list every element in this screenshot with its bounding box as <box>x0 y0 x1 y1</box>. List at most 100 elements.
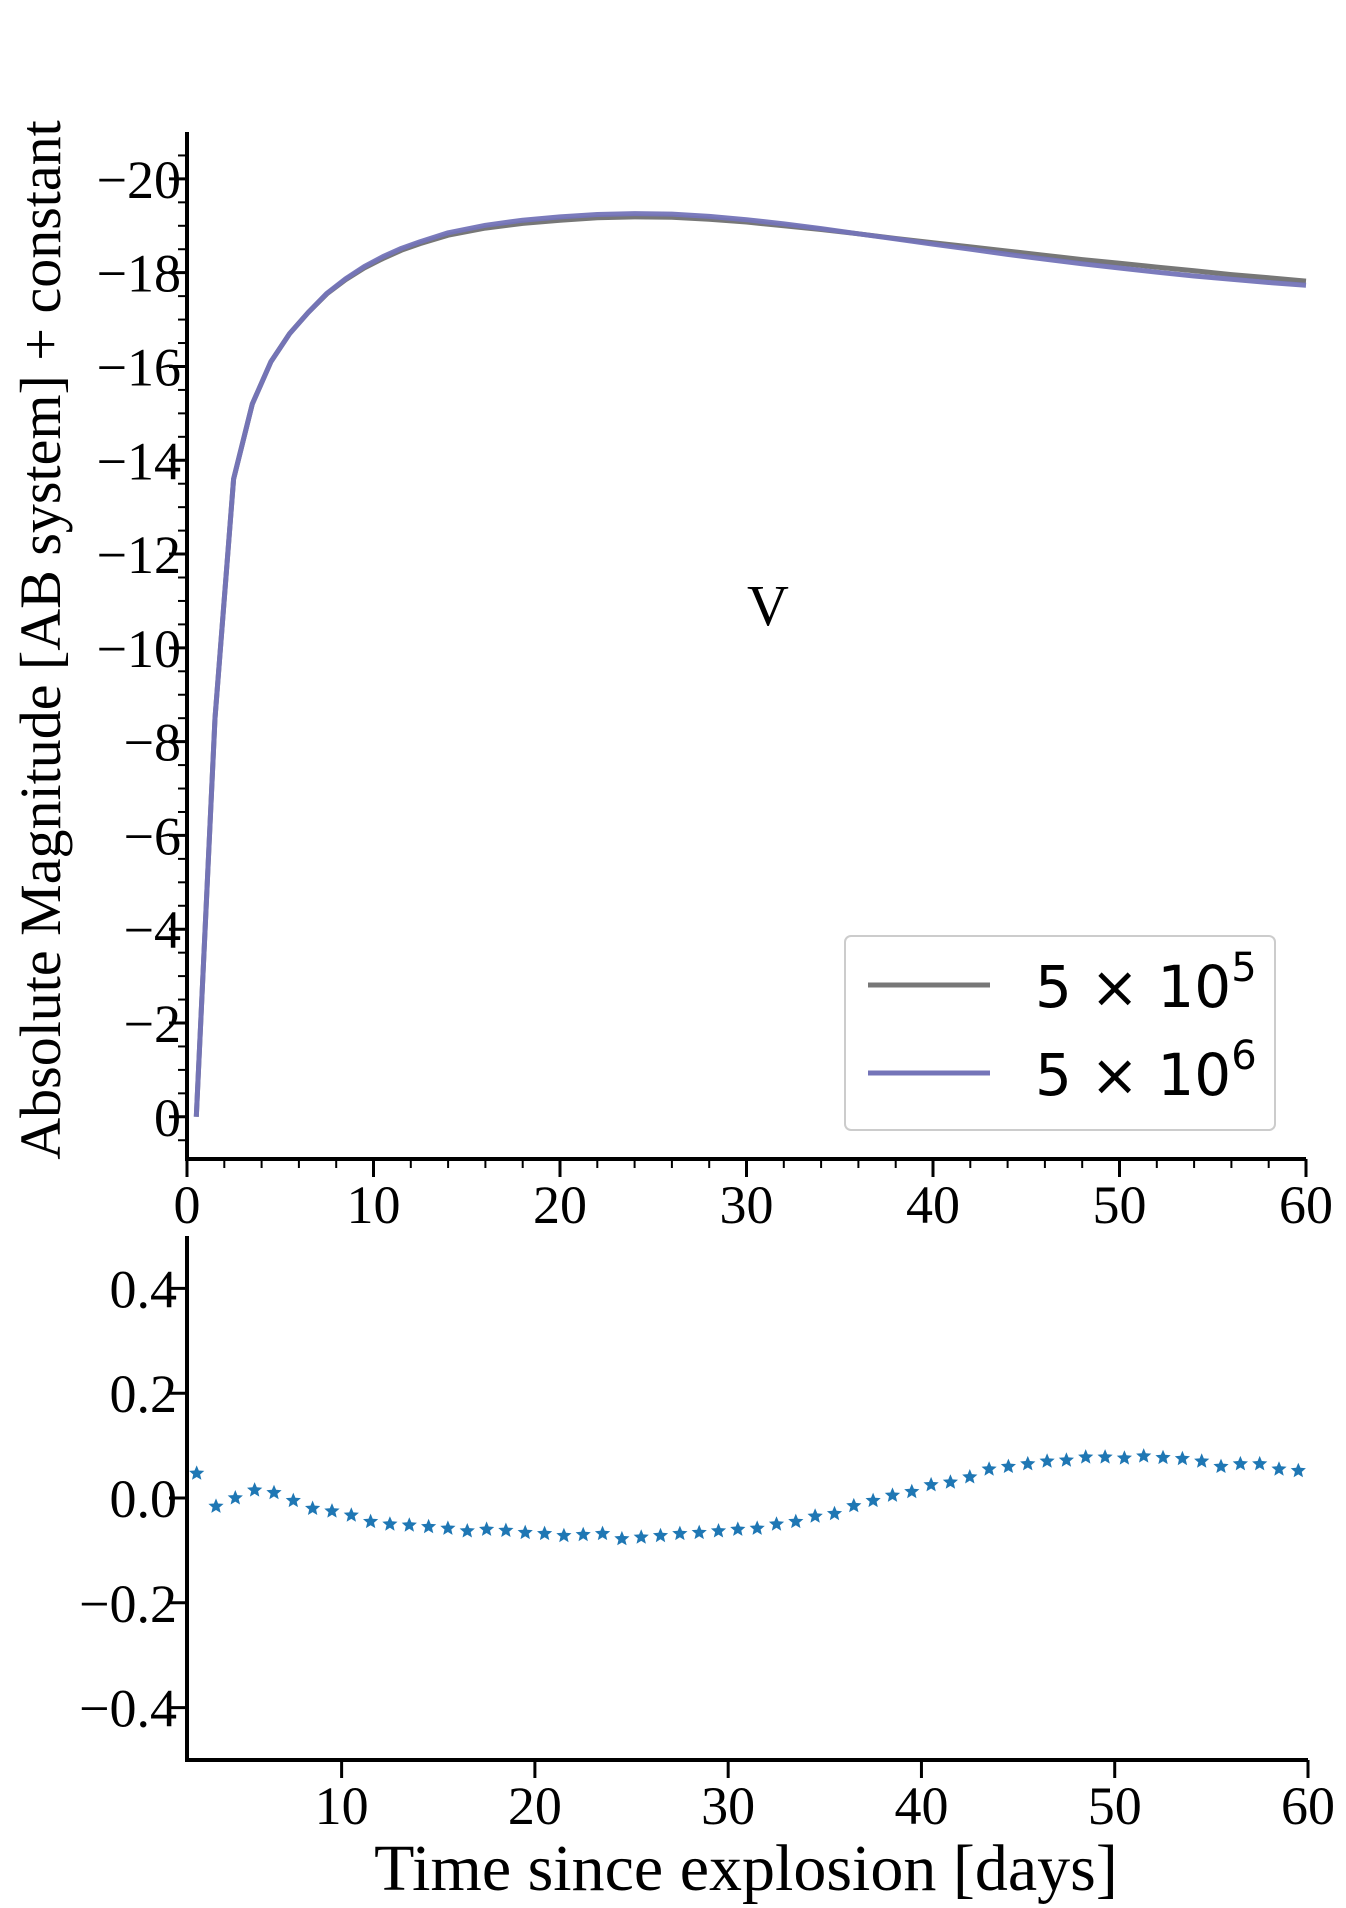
residual-point <box>826 1505 843 1521</box>
bottom-x-tick-label: 50 <box>1088 1776 1142 1836</box>
residual-point <box>652 1527 669 1543</box>
legend-entry-series-2-exp: 6 <box>1231 1033 1256 1079</box>
residual-point <box>1155 1449 1171 1465</box>
residual-point <box>846 1497 862 1513</box>
residual-point <box>479 1521 495 1536</box>
top-y-tick-label: −6 <box>124 806 181 866</box>
top-y-tick-label: 0 <box>154 1088 181 1148</box>
residual-point <box>1252 1455 1268 1471</box>
residual-point <box>517 1524 533 1540</box>
residual-point <box>594 1525 611 1541</box>
top-x-tick-label: 0 <box>174 1175 201 1235</box>
residual-point <box>363 1513 379 1529</box>
residual-point <box>498 1522 514 1537</box>
residual-point <box>884 1487 901 1502</box>
residual-point <box>672 1525 688 1541</box>
residual-point <box>401 1517 417 1532</box>
top-x-tick-label: 30 <box>720 1175 774 1235</box>
magnitude-panel: −20−18−16−14−12−10−8−6−4−20 0 10 20 30 40 50 6… <box>8 120 1333 1235</box>
legend-entry-series-1: 5 × 105 <box>1035 945 1257 1021</box>
residual-point <box>537 1525 553 1541</box>
top-y-tick-label: −4 <box>124 900 181 960</box>
residual-point <box>556 1527 572 1543</box>
residual-point <box>189 1465 205 1480</box>
residual-point <box>440 1520 456 1535</box>
top-y-tick-label: −20 <box>97 150 181 210</box>
residual-point <box>768 1516 785 1531</box>
legend-entry-series-1-base: 5 × 10 <box>1035 953 1231 1021</box>
top-y-tick-label: −18 <box>97 244 181 304</box>
residual-point <box>575 1526 591 1542</box>
residual-point <box>691 1524 707 1540</box>
residual-point <box>1271 1461 1287 1476</box>
residual-panel: 0.4 0.2 0.0 −0.2 −0.4 10 20 30 40 50 60 Time sinc… <box>79 1236 1335 1905</box>
bottom-y-tick-label: −0.2 <box>79 1574 177 1634</box>
bottom-x-tick-label: 30 <box>701 1776 755 1836</box>
residual-point <box>1194 1453 1210 1468</box>
residual-point <box>208 1498 224 1513</box>
residual-point <box>788 1513 804 1529</box>
residual-point <box>247 1482 263 1497</box>
legend-entry-series-2-base: 5 × 10 <box>1035 1041 1231 1109</box>
legend: 5 × 105 5 × 106 <box>844 935 1276 1131</box>
bottom-x-tick-label: 60 <box>1281 1776 1335 1836</box>
residual-point <box>421 1518 437 1534</box>
residual-point <box>324 1503 340 1518</box>
light-curve-lines <box>193 211 1307 1117</box>
top-x-tick-label: 60 <box>1279 1175 1333 1235</box>
residual-point <box>923 1476 939 1492</box>
residual-point <box>904 1483 920 1499</box>
residual-point <box>865 1492 881 1508</box>
residual-point <box>807 1508 823 1523</box>
top-y-tick-label: −2 <box>124 994 181 1054</box>
residual-point <box>1174 1450 1190 1466</box>
legend-entry-series-1-exp: 5 <box>1231 945 1256 991</box>
top-y-ticks: −20−18−16−14−12−10−8−6−4−20 <box>97 150 187 1148</box>
residual-point <box>1039 1453 1055 1468</box>
bottom-x-tick-label: 20 <box>508 1776 562 1836</box>
band-annotation: V <box>747 573 789 638</box>
residual-point <box>942 1474 958 1489</box>
residual-point <box>459 1523 475 1538</box>
y-axis-label: Absolute Magnitude [AB system] + constan… <box>8 120 73 1160</box>
residual-point <box>1232 1455 1248 1471</box>
residual-point <box>1097 1449 1113 1464</box>
top-x-tick-label: 10 <box>347 1175 401 1235</box>
residual-point <box>981 1461 997 1476</box>
top-y-tick-label: −16 <box>97 337 181 397</box>
residual-point <box>1116 1450 1132 1465</box>
residual-point <box>1078 1449 1094 1464</box>
residual-point <box>749 1520 765 1535</box>
series-line-2 <box>193 211 1307 1117</box>
top-x-tick-label: 50 <box>1093 1175 1147 1235</box>
top-y-tick-label: −14 <box>97 431 181 491</box>
residual-point <box>343 1507 359 1522</box>
bottom-x-ticks: 10 20 30 40 50 60 <box>315 1760 1335 1836</box>
bottom-y-tick-label: −0.4 <box>79 1679 177 1739</box>
top-y-tick-label: −12 <box>97 525 181 585</box>
bottom-x-tick-label: 10 <box>315 1776 369 1836</box>
top-x-ticks: 0 10 20 30 40 50 60 <box>174 1159 1333 1235</box>
residual-point <box>1058 1452 1074 1467</box>
top-x-tick-label: 20 <box>533 1175 587 1235</box>
residual-point <box>285 1492 301 1508</box>
top-x-tick-label: 40 <box>906 1175 960 1235</box>
residual-point <box>614 1530 630 1546</box>
residual-point <box>227 1490 243 1505</box>
bottom-y-tick-label: 0.2 <box>110 1364 178 1424</box>
residual-point <box>710 1523 727 1538</box>
residual-point <box>382 1516 398 1531</box>
bottom-y-ticks: 0.4 0.2 0.0 −0.2 −0.4 <box>79 1259 187 1739</box>
top-y-tick-label: −10 <box>97 619 181 679</box>
residual-point <box>962 1469 978 1484</box>
bottom-y-tick-label: 0.4 <box>110 1259 178 1319</box>
bottom-y-tick-label: 0.0 <box>110 1469 178 1529</box>
bottom-x-tick-label: 40 <box>894 1776 948 1836</box>
residual-point <box>305 1500 321 1515</box>
residual-point <box>1290 1462 1306 1478</box>
residual-point <box>633 1529 649 1544</box>
residual-point <box>1020 1455 1036 1471</box>
residual-point <box>1000 1458 1016 1473</box>
residual-point <box>1213 1458 1229 1473</box>
x-axis-label: Time since explosion [days] <box>374 1832 1118 1905</box>
